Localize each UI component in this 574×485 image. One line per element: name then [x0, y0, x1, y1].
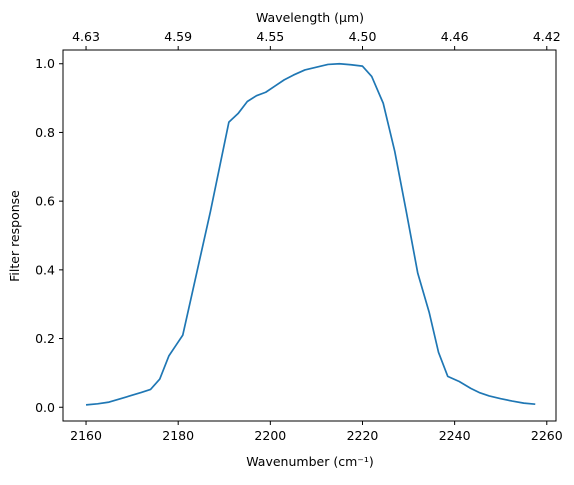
top-tick-label: 4.50: [349, 29, 377, 44]
y-axis-ticks: 0.0 0.2 0.4 0.6 0.8 1.0: [35, 56, 63, 415]
x-axis-ticks: 2160 2180 2200 2220 2240 2260: [70, 421, 563, 443]
y-tick-label: 0.6: [35, 194, 55, 209]
y-tick-label: 0.8: [35, 125, 55, 140]
y-tick-label: 0.0: [35, 400, 55, 415]
top-tick-label: 4.55: [256, 29, 284, 44]
y-axis-label: Filter response: [7, 190, 22, 282]
x-axis-label: Wavenumber (cm⁻¹): [246, 454, 373, 469]
series-line-0: [85, 62, 536, 406]
top-axis-label: Wavelength (μm): [256, 10, 364, 25]
top-tick-label: 4.63: [72, 29, 100, 44]
top-tick-label: 4.42: [533, 29, 561, 44]
y-tick-label: 0.4: [35, 262, 55, 277]
x-tick-label: 2240: [439, 428, 471, 443]
top-tick-label: 4.46: [441, 29, 469, 44]
x-tick-label: 2180: [162, 428, 194, 443]
top-tick-label: 4.59: [164, 29, 192, 44]
plot-frame: [62, 49, 557, 422]
y-tick-label: 1.0: [35, 56, 55, 71]
x-tick-label: 2220: [347, 428, 379, 443]
y-tick-label: 0.2: [35, 331, 55, 346]
top-axis-ticks: 4.63 4.59 4.55 4.50 4.46 4.42: [72, 29, 561, 50]
plot-marks: [85, 62, 536, 406]
x-tick-label: 2160: [70, 428, 102, 443]
x-tick-label: 2260: [531, 428, 563, 443]
x-tick-label: 2200: [254, 428, 286, 443]
